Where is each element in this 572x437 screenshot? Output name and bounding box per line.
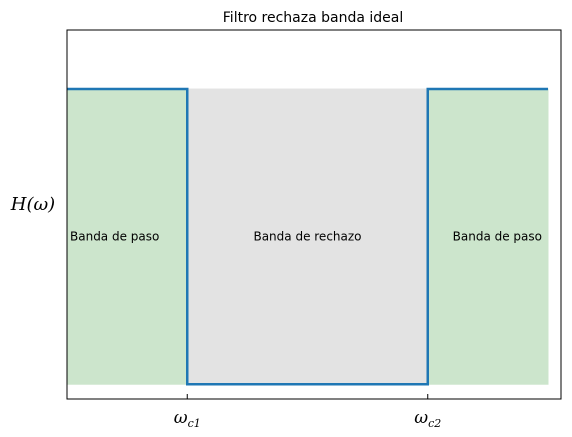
band-region-0	[66, 88, 188, 385]
x-axis-ticks: ωc1 ωc2	[174, 394, 441, 430]
plot-frame	[66, 29, 562, 400]
x-tick-label-1: ωc2	[414, 408, 441, 430]
band-label-2: Banda de paso	[453, 230, 542, 244]
band-label-0: Banda de paso	[70, 230, 159, 244]
y-axis-label: H(ω)	[10, 194, 55, 215]
chart-title: Filtro rechaza banda ideal	[223, 10, 403, 26]
band-label-1: Banda de rechazo	[253, 230, 361, 244]
series-group	[67, 87, 548, 386]
x-tick-label-0: ωc1	[174, 408, 201, 430]
series-line-0	[67, 87, 548, 386]
band-regions: Banda de paso Banda de rechazo Banda de pa…	[66, 88, 549, 385]
band-region-1	[186, 88, 429, 385]
